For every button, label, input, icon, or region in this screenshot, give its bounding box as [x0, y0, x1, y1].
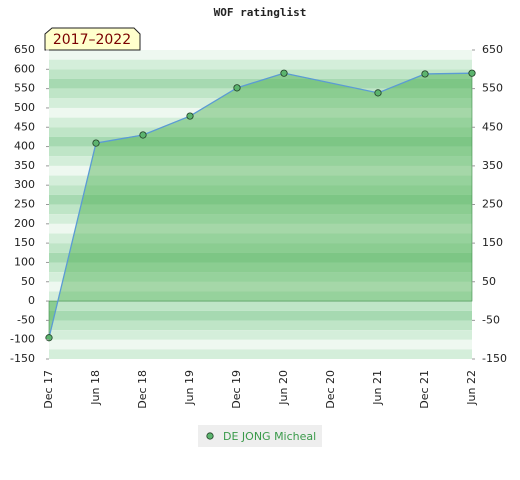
stripe	[49, 214, 472, 224]
stripe	[49, 223, 472, 234]
y-tick-label: 250	[14, 198, 35, 211]
stripe	[49, 69, 472, 79]
stripe	[49, 262, 472, 273]
y-tick-label: -150	[10, 352, 35, 365]
plot	[45, 69, 476, 342]
y-tick-label: 100	[14, 255, 35, 268]
y2-tick-label: -50	[482, 313, 500, 326]
y-tick-label: 0	[28, 294, 35, 307]
stripe	[49, 194, 472, 205]
y2-tick-label: -150	[482, 352, 507, 365]
x-tick-label: Jun 21	[371, 370, 384, 406]
legend-marker	[206, 432, 214, 440]
stripe	[49, 88, 472, 99]
badge	[44, 27, 141, 51]
x-tick-label: Dec 17	[42, 370, 55, 409]
plot-background	[49, 50, 472, 359]
y2-tick-label: 150	[482, 236, 503, 249]
y-tick-label: 600	[14, 62, 35, 75]
badge-text: 2017–2022	[53, 32, 131, 48]
y-tick-label: 350	[14, 159, 35, 172]
stripe	[49, 243, 472, 253]
stripe	[49, 281, 472, 292]
point	[280, 69, 288, 77]
x-tick-label: Dec 21	[418, 370, 431, 409]
stripe	[49, 78, 472, 89]
x-tick-label: Dec 19	[230, 370, 243, 409]
chart-title: WOF ratinglist	[214, 6, 307, 19]
stripe	[49, 117, 472, 128]
x-tick-label: Dec 20	[324, 370, 337, 409]
y2-tick-label: 650	[482, 43, 503, 56]
point	[468, 69, 476, 77]
point	[233, 84, 241, 92]
y-tick-label: -50	[17, 313, 35, 326]
point	[92, 139, 100, 147]
stripe	[49, 233, 472, 244]
point	[374, 89, 382, 97]
stripe	[49, 165, 472, 176]
stripe	[49, 50, 472, 60]
y2-tick-label: 550	[482, 82, 503, 95]
y-tick-label: 150	[14, 236, 35, 249]
y-tick-label: 300	[14, 178, 35, 191]
stripe	[49, 127, 472, 137]
y2-tick-label: 50	[482, 275, 496, 288]
x-tick-label: Jun 19	[183, 370, 196, 406]
y-tick-label: 400	[14, 140, 35, 153]
y-tick-label: 550	[14, 82, 35, 95]
y-tick-label: 200	[14, 217, 35, 230]
x-tick-label: Dec 18	[136, 370, 149, 409]
point	[139, 131, 147, 139]
y-tick-label: 50	[21, 275, 35, 288]
x-tick-label: Jun 18	[89, 370, 102, 406]
y2-tick-label: 250	[482, 198, 503, 211]
stripe	[49, 349, 472, 359]
y-tick-label: -100	[10, 333, 35, 346]
stripe	[49, 59, 472, 70]
y2-tick-label: 350	[482, 159, 503, 172]
stripe	[49, 252, 472, 263]
stripe	[49, 339, 472, 350]
stripe	[49, 156, 472, 166]
y-tick-label: 450	[14, 120, 35, 133]
point	[421, 70, 429, 78]
stripe	[49, 301, 472, 311]
stripe	[49, 146, 472, 157]
stripe	[49, 310, 472, 321]
legend-label: DE JONG Micheal	[223, 430, 316, 443]
y2-tick-label: 450	[482, 120, 503, 133]
x-tick-label: Jun 22	[465, 370, 478, 406]
stripe	[49, 136, 472, 147]
stripe	[49, 272, 472, 282]
stripe	[49, 175, 472, 186]
x-tick-label: Jun 20	[277, 370, 290, 406]
point	[186, 112, 194, 120]
legend	[198, 425, 322, 447]
stripe	[49, 320, 472, 331]
stripe	[49, 107, 472, 118]
stripe	[49, 291, 472, 302]
stripe	[49, 204, 472, 215]
stripe	[49, 185, 472, 195]
stripe	[49, 98, 472, 108]
y-tick-label: 650	[14, 43, 35, 56]
stripe	[49, 330, 472, 340]
y-tick-label: 500	[14, 101, 35, 114]
